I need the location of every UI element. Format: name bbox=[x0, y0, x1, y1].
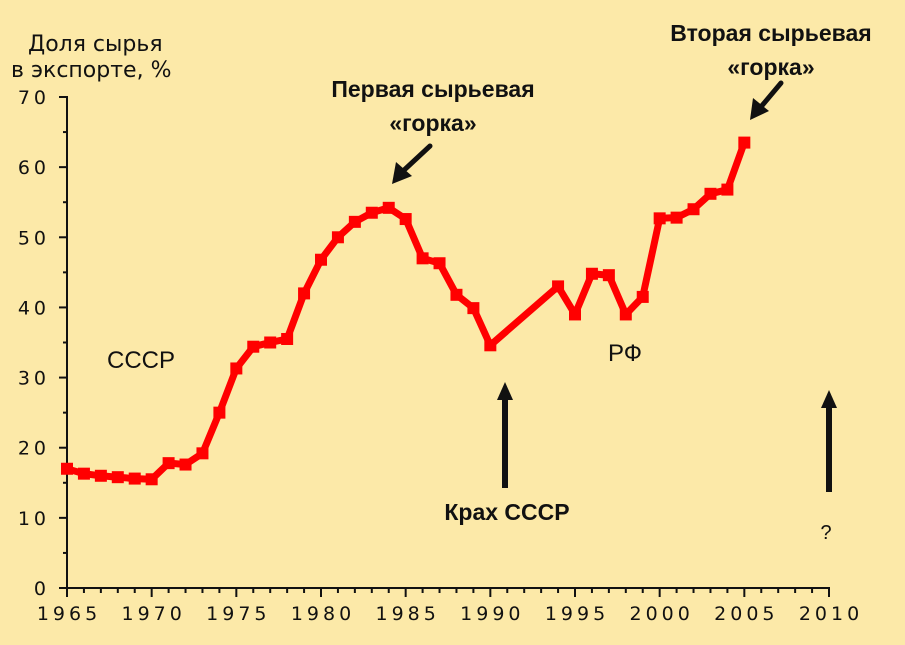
arrow-first-hill-icon bbox=[392, 143, 433, 184]
data-point bbox=[162, 457, 175, 470]
annotation-question: ? bbox=[820, 522, 831, 544]
data-point bbox=[738, 136, 751, 149]
annotation-first-hill-line-2: «горка» bbox=[389, 110, 476, 136]
data-point bbox=[653, 212, 666, 225]
data-point bbox=[484, 339, 497, 352]
data-point bbox=[196, 447, 209, 460]
data-point bbox=[552, 280, 565, 293]
x-tick-label: 1995 bbox=[545, 603, 609, 625]
data-point bbox=[636, 290, 649, 303]
data-point bbox=[61, 462, 73, 475]
data-point bbox=[399, 213, 412, 226]
y-tick-label: 50 bbox=[18, 227, 50, 249]
annotation-rf: РФ bbox=[608, 340, 642, 367]
y-tick-label: 20 bbox=[18, 438, 50, 460]
annotation-collapse: Крах СССР bbox=[444, 499, 569, 525]
y-tick-label: 70 bbox=[18, 87, 50, 109]
data-point bbox=[619, 308, 632, 321]
tick-label-group: 0 10 20 30 40 50 60 70 1965 1970 1975 1980 1985 1990 1… bbox=[18, 87, 863, 625]
data-point bbox=[416, 252, 429, 265]
arrow-second-hill-icon bbox=[750, 80, 784, 120]
data-point bbox=[382, 201, 395, 214]
x-tick-label: 2000 bbox=[629, 603, 693, 625]
y-tick-label: 10 bbox=[18, 508, 50, 530]
x-tick-label: 2005 bbox=[714, 603, 778, 625]
x-tick-label: 1965 bbox=[37, 603, 101, 625]
y-axis-label-line-1: Доля сырья bbox=[28, 32, 163, 57]
x-tick-label: 1980 bbox=[291, 603, 355, 625]
data-point bbox=[111, 471, 124, 484]
data-point bbox=[264, 336, 277, 349]
annotation-second-hill-line-1: Вторая сырьевая bbox=[670, 20, 871, 46]
x-tick-label: 1985 bbox=[375, 603, 439, 625]
data-point bbox=[569, 308, 581, 321]
data-point bbox=[365, 206, 378, 219]
series-line bbox=[66, 141, 748, 483]
y-tick-label: 40 bbox=[18, 297, 50, 319]
data-point bbox=[670, 211, 683, 224]
arrow-future-icon bbox=[821, 390, 837, 492]
tick-group bbox=[59, 96, 830, 597]
data-point bbox=[331, 231, 344, 244]
y-tick-label: 0 bbox=[34, 578, 50, 600]
data-point bbox=[230, 362, 243, 375]
y-tick-label: 30 bbox=[18, 368, 50, 390]
data-point bbox=[128, 472, 141, 485]
data-point bbox=[687, 203, 700, 216]
data-point bbox=[247, 340, 260, 353]
annotation-second-hill-line-2: «горка» bbox=[727, 54, 814, 80]
data-point bbox=[585, 267, 598, 280]
data-point bbox=[145, 473, 158, 486]
data-point bbox=[315, 253, 327, 266]
data-point bbox=[602, 269, 615, 282]
data-point bbox=[721, 183, 734, 196]
data-point bbox=[77, 467, 90, 480]
x-tick-label: 1970 bbox=[121, 603, 185, 625]
data-point bbox=[467, 302, 480, 315]
data-point bbox=[298, 287, 311, 300]
data-point bbox=[213, 406, 226, 419]
data-point bbox=[704, 187, 717, 200]
data-point bbox=[348, 215, 361, 228]
data-point bbox=[450, 288, 463, 301]
data-point bbox=[179, 458, 192, 471]
annotation-ussr: СССР bbox=[107, 347, 175, 374]
y-axis-label-line-2: в экспорте, % bbox=[11, 58, 171, 83]
x-tick-label: 1975 bbox=[206, 603, 270, 625]
marker-group bbox=[61, 136, 751, 486]
x-tick-label: 2010 bbox=[799, 603, 863, 625]
y-tick-label: 60 bbox=[18, 157, 50, 179]
arrow-collapse-icon bbox=[497, 382, 513, 488]
data-point bbox=[433, 257, 446, 270]
data-point bbox=[281, 332, 294, 345]
data-point bbox=[94, 469, 107, 482]
annotation-first-hill-line-1: Первая сырьевая bbox=[331, 76, 534, 102]
x-tick-label: 1990 bbox=[460, 603, 524, 625]
